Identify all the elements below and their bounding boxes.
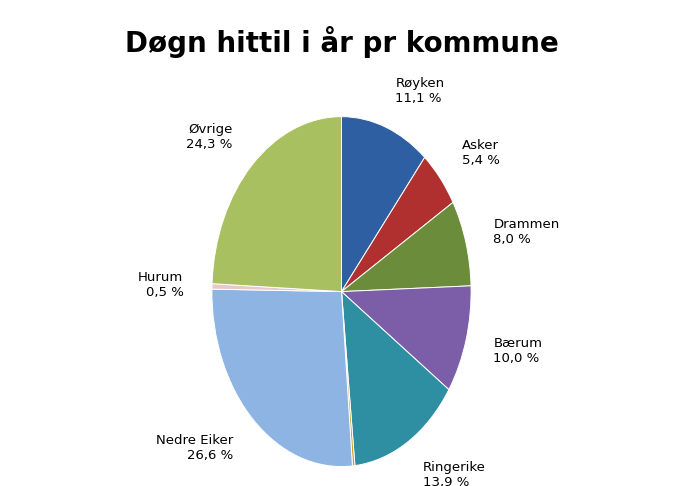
Wedge shape: [342, 286, 471, 390]
Wedge shape: [342, 157, 453, 292]
Wedge shape: [342, 292, 355, 466]
Text: Drammen
8,0 %: Drammen 8,0 %: [493, 218, 559, 246]
Text: Hurum
0,5 %: Hurum 0,5 %: [138, 271, 184, 299]
Wedge shape: [212, 117, 342, 292]
Wedge shape: [212, 289, 352, 467]
Wedge shape: [342, 117, 425, 292]
Wedge shape: [342, 292, 449, 466]
Wedge shape: [342, 202, 471, 292]
Title: Døgn hittil i år pr kommune: Døgn hittil i år pr kommune: [124, 26, 559, 58]
Text: Bærum
10,0 %: Bærum 10,0 %: [493, 337, 542, 365]
Text: Røyken
11,1 %: Røyken 11,1 %: [395, 77, 445, 105]
Text: Ringerike
13,9 %: Ringerike 13,9 %: [423, 461, 486, 486]
Text: Øvrige
24,3 %: Øvrige 24,3 %: [186, 123, 232, 151]
Wedge shape: [212, 284, 342, 292]
Text: Nedre Eiker
26,6 %: Nedre Eiker 26,6 %: [156, 434, 234, 462]
Text: Asker
5,4 %: Asker 5,4 %: [462, 139, 500, 167]
